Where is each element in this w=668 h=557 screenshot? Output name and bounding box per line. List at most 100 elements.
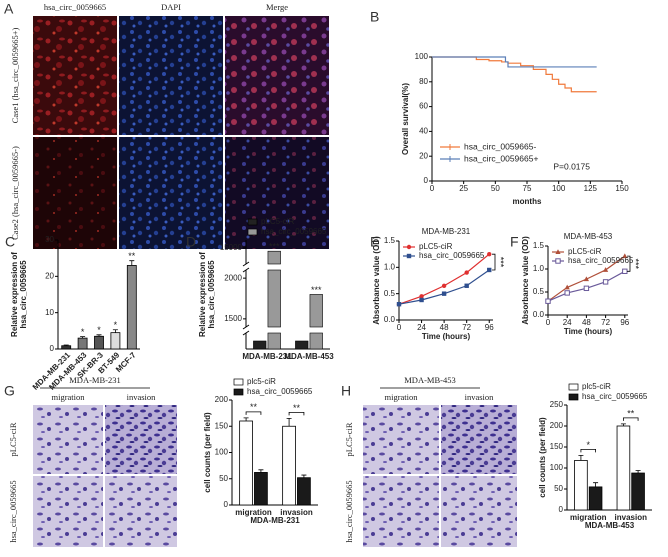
y-axis-label: Overall survival(%) bbox=[401, 83, 410, 155]
marker bbox=[447, 144, 453, 150]
y-axis-label: Relative expression of bbox=[198, 252, 207, 337]
legend-label: hsa_circ_0059665 bbox=[247, 387, 313, 396]
axis-break bbox=[242, 267, 250, 273]
error-bar bbox=[635, 470, 641, 474]
bar bbox=[253, 340, 267, 350]
significance: *** bbox=[269, 242, 280, 252]
x-tick-label: migration bbox=[235, 508, 272, 517]
error-bar bbox=[578, 455, 584, 461]
legend-label: pLC5-ciR bbox=[568, 247, 602, 256]
x-tick-label: MDA-MB-453 bbox=[284, 352, 334, 361]
legend-swatch bbox=[233, 378, 244, 386]
marker bbox=[622, 253, 628, 259]
marker bbox=[602, 279, 609, 285]
bar bbox=[616, 425, 631, 511]
marker bbox=[441, 291, 447, 296]
micrograph bbox=[440, 404, 518, 475]
y-tick-label: 0.5 bbox=[384, 289, 396, 298]
marker bbox=[406, 253, 412, 259]
column-label: invasion bbox=[127, 392, 157, 402]
y-axis-label: Relative expression of bbox=[10, 252, 19, 337]
bar bbox=[309, 294, 323, 328]
error-bar bbox=[63, 344, 69, 346]
y-tick-label: 150 bbox=[550, 442, 564, 451]
x-axis-label: MDA-MB-453 bbox=[585, 521, 635, 530]
micrograph bbox=[32, 15, 118, 136]
x-axis-label: MDA-MB-231 bbox=[250, 516, 300, 525]
error-bar bbox=[286, 417, 292, 427]
x-tick-label: 150 bbox=[615, 184, 629, 193]
x-tick-label: 50 bbox=[491, 184, 500, 193]
y-axis-label: Absorbance value (OD) bbox=[521, 236, 530, 325]
bar bbox=[267, 332, 281, 350]
error-bar bbox=[243, 417, 249, 421]
micrograph bbox=[362, 404, 440, 475]
row-label: Case2 (hsa_circ_0059665-) bbox=[10, 146, 20, 240]
y-axis-label: hsa_circ_0059665 bbox=[19, 260, 28, 329]
y-tick-label: 150 bbox=[215, 421, 229, 430]
bar bbox=[77, 337, 88, 350]
significance: *** bbox=[496, 257, 506, 268]
legend-swatch bbox=[247, 218, 258, 226]
y-tick-label: 30 bbox=[45, 235, 54, 244]
significance: ** bbox=[627, 408, 635, 418]
marker bbox=[464, 283, 469, 288]
bar bbox=[282, 425, 296, 506]
significance: *** bbox=[631, 258, 641, 269]
legend-label: hsa_circ_0059665 bbox=[568, 256, 634, 265]
micrograph bbox=[224, 136, 330, 250]
y-tick-label: 0.0 bbox=[384, 315, 396, 324]
y-tick-label: 0 bbox=[559, 505, 564, 514]
x-tick-label: 25 bbox=[459, 184, 468, 193]
y-axis-label: cell counts (per field) bbox=[203, 412, 212, 493]
significance: ** bbox=[293, 403, 301, 413]
annotation: P=0.0175 bbox=[553, 161, 590, 171]
x-tick-label: 96 bbox=[485, 323, 494, 332]
x-axis-label: Time (hours) bbox=[422, 332, 471, 341]
marker bbox=[487, 267, 492, 273]
y-tick-label: 50 bbox=[554, 484, 563, 493]
y-tick-label: 50 bbox=[219, 474, 228, 483]
marker bbox=[555, 249, 561, 254]
bar bbox=[61, 345, 72, 350]
bar bbox=[631, 472, 645, 511]
significance: * bbox=[114, 320, 118, 330]
legend-label: hsa_circ_0059665 bbox=[261, 227, 327, 236]
y-tick-label: 1.5 bbox=[384, 236, 396, 245]
y-axis-label: cell counts (per field) bbox=[538, 417, 547, 498]
series-line bbox=[432, 56, 597, 68]
x-tick-label: 75 bbox=[523, 184, 532, 193]
panel-letter: G bbox=[4, 383, 15, 399]
bar bbox=[267, 250, 281, 265]
chart-title: MDA-MB-231 bbox=[422, 227, 471, 236]
y-tick-label: 1.5 bbox=[533, 241, 545, 250]
micrograph bbox=[362, 475, 440, 548]
y-tick-label: 0 bbox=[50, 344, 55, 353]
marker bbox=[583, 276, 589, 282]
y-tick-label: 2000 bbox=[224, 273, 242, 282]
bar bbox=[309, 332, 323, 350]
micrograph bbox=[118, 136, 224, 250]
error-bar bbox=[258, 469, 264, 473]
significance: * bbox=[97, 325, 101, 335]
y-tick-label: 100 bbox=[215, 448, 229, 457]
marker bbox=[583, 285, 590, 292]
marker bbox=[564, 284, 570, 290]
legend-label: hsa_circ_0059665 bbox=[582, 392, 648, 401]
error-bar bbox=[593, 482, 599, 487]
y-tick-label: 1.0 bbox=[533, 264, 545, 273]
y-tick-label: 200 bbox=[215, 395, 229, 404]
significance-bracket bbox=[627, 255, 631, 272]
marker bbox=[464, 270, 469, 275]
micrograph bbox=[32, 475, 104, 548]
x-tick-label: 125 bbox=[584, 184, 598, 193]
marker bbox=[419, 297, 424, 303]
legend-label: plc5-ciR bbox=[582, 382, 611, 391]
row-label: hsa_circ_0059665 bbox=[344, 480, 354, 542]
y-tick-label: 0.0 bbox=[533, 310, 545, 319]
error-bar bbox=[112, 329, 118, 333]
marker bbox=[564, 290, 570, 296]
marker bbox=[447, 156, 453, 162]
micrograph bbox=[32, 404, 104, 475]
x-axis-label: Time (hours) bbox=[564, 327, 613, 336]
